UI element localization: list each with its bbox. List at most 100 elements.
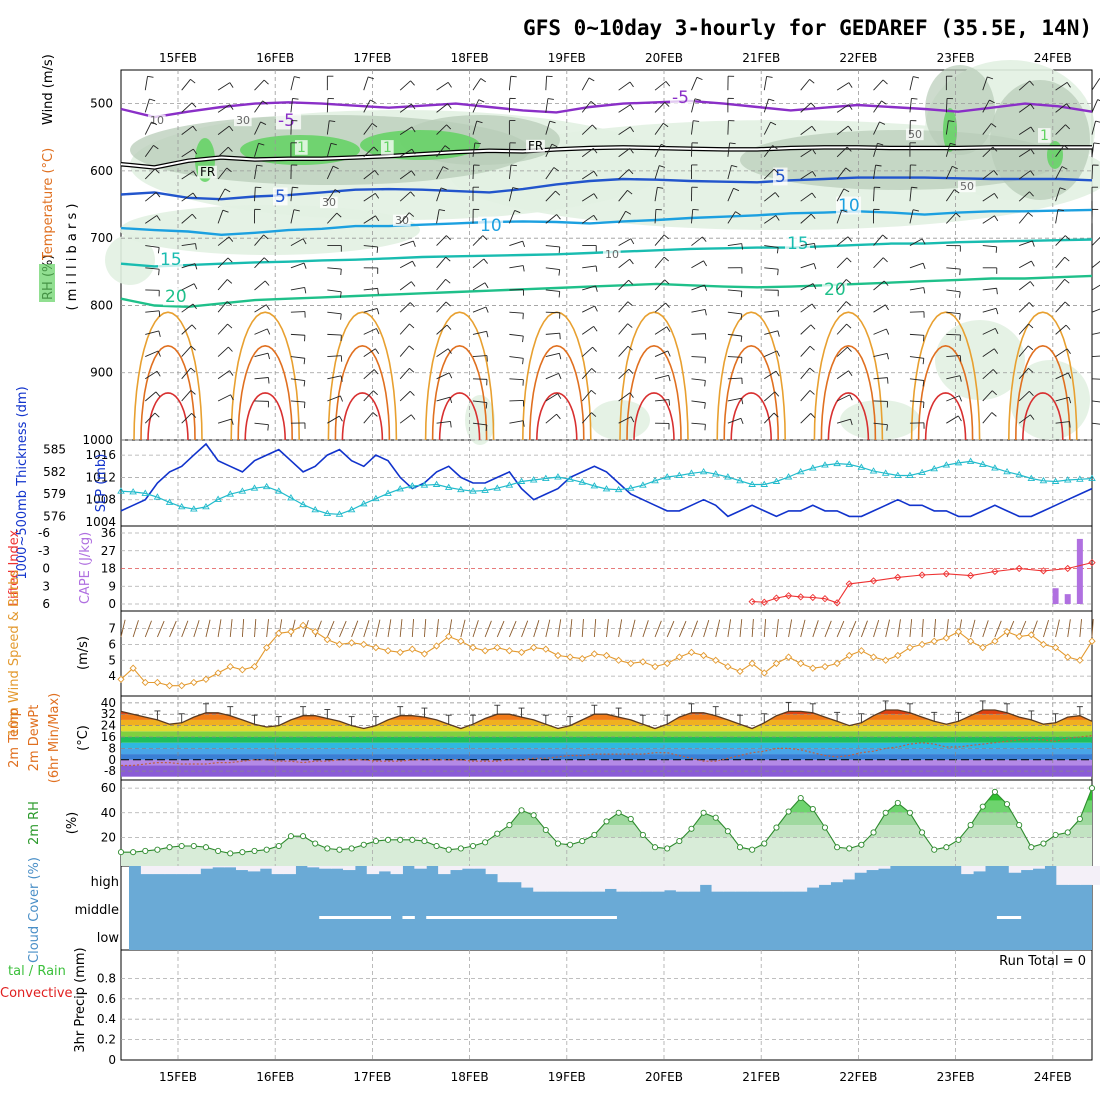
wind-barb: [800, 413, 812, 424]
wind-barb: [946, 289, 961, 293]
thickness-point: [129, 488, 137, 495]
cloud-high-gap: [735, 866, 748, 892]
wind-barb-flag: [923, 287, 926, 294]
wind-barb: [836, 346, 848, 357]
wind-speed-point: [748, 659, 756, 668]
wind-barb: [764, 215, 777, 224]
contour-label: 1: [383, 140, 392, 156]
wind-barb-flag: [558, 353, 562, 360]
wind-barb-flag: [263, 79, 269, 85]
wind-barb: [144, 391, 157, 402]
temperature-band: [121, 731, 1092, 737]
thickness-point: [845, 460, 854, 467]
wind-barb-flag: [339, 395, 343, 402]
wind-barb: [145, 215, 158, 224]
wind-barb: [472, 99, 480, 113]
wind-barb: [800, 242, 815, 247]
thickness-tick-label: 576: [43, 510, 66, 524]
wind-barb-flag: [664, 102, 670, 107]
wind-barb: [326, 98, 329, 113]
surface-wind-barb: [654, 620, 662, 638]
pressure-tick-label: 600: [90, 164, 113, 178]
wind-barb-flag: [849, 394, 853, 401]
wind-barb: [181, 171, 194, 180]
cloud-high-gap: [366, 866, 380, 875]
wind-barb-flag: [1027, 345, 1034, 351]
wind-barb-flag: [1027, 212, 1034, 217]
surface-wind-barb: [205, 619, 211, 638]
wind-barb-flag: [959, 375, 962, 382]
wind-barb: [836, 257, 848, 269]
wind-barb-flag: [777, 310, 780, 317]
contour-label: 15: [787, 234, 809, 254]
wind-tick-label: 4: [108, 669, 116, 683]
rh-shading: [840, 400, 920, 440]
wind-speed-point: [1039, 640, 1048, 649]
wind-barb: [945, 166, 953, 180]
wind-speed-point: [566, 653, 574, 661]
wind-barb: [1018, 323, 1029, 335]
rh-point: [215, 847, 222, 854]
wind-barb: [836, 323, 847, 335]
wind-barb-flag: [735, 211, 741, 216]
wind-barb: [654, 350, 669, 357]
rh-point: [300, 833, 307, 840]
wind-speed-point: [942, 634, 950, 642]
wind-speed-point: [627, 659, 635, 668]
cloud-middle-mark: [568, 916, 582, 919]
wind-barb-flag: [667, 350, 671, 357]
contour-label-bg: [276, 111, 302, 130]
wind-barb: [1055, 145, 1065, 158]
precip-tick-label: 0: [108, 1053, 116, 1067]
wind-barb: [399, 260, 413, 269]
ylabel-millibars: ( m i l l i b a r s ): [65, 204, 80, 311]
thickness-point: [190, 505, 198, 512]
lifted-index-point: [760, 598, 768, 606]
thickness-point: [724, 473, 732, 480]
rh-point: [518, 807, 525, 814]
wind-barb: [691, 378, 706, 381]
wind-barb: [581, 124, 593, 135]
surface-wind-barb: [897, 619, 901, 638]
wind-barb-flag: [192, 192, 197, 199]
wind-barb-flag: [256, 164, 263, 167]
wind-barb-flag: [740, 335, 743, 343]
wind-barb-flag: [409, 323, 415, 329]
wind-barb-flag: [772, 145, 778, 150]
wind-barb: [290, 98, 293, 113]
wind-speed-point: [772, 659, 781, 668]
wind-barb-flag: [593, 171, 598, 177]
contour-label-bg: [148, 114, 166, 127]
contour-label: FR: [200, 165, 215, 179]
thickness-tick-label: 579: [43, 487, 66, 501]
contour-label: 20: [165, 287, 187, 307]
surface-wind-barb: [715, 619, 721, 638]
surface-wind-barb: [848, 620, 857, 638]
wind-barb: [472, 120, 478, 135]
wind-barb: [763, 412, 775, 424]
thickness-point: [699, 467, 708, 475]
wind-barb: [254, 328, 268, 335]
wind-barb: [909, 400, 924, 403]
wind-barb-flag: [627, 301, 633, 306]
wind-barb: [545, 372, 559, 380]
lifted-index-point: [772, 594, 781, 602]
contour-label: 1: [297, 140, 306, 156]
wind-speed-point: [542, 645, 550, 653]
cloud-middle-mark: [354, 916, 368, 919]
rh-point: [943, 844, 950, 851]
wind-barb-flag: [372, 412, 378, 417]
wind-barb-flag: [694, 98, 701, 101]
isotherm-surface-loop: [820, 344, 877, 441]
cross-section-ylabel: RH (%)Temperature (°C)Wind (m/s): [39, 54, 56, 302]
wind-barb: [326, 166, 334, 180]
wind-barb: [800, 345, 811, 357]
date-label-bottom: 20FEB: [645, 1070, 683, 1084]
surface-wind-barb: [254, 619, 257, 638]
wind-barb: [727, 377, 742, 380]
thickness-point: [796, 467, 805, 475]
wind-speed-point: [821, 662, 829, 671]
wind-barb: [217, 323, 228, 335]
ylabel-rh-units: (%): [65, 812, 80, 835]
